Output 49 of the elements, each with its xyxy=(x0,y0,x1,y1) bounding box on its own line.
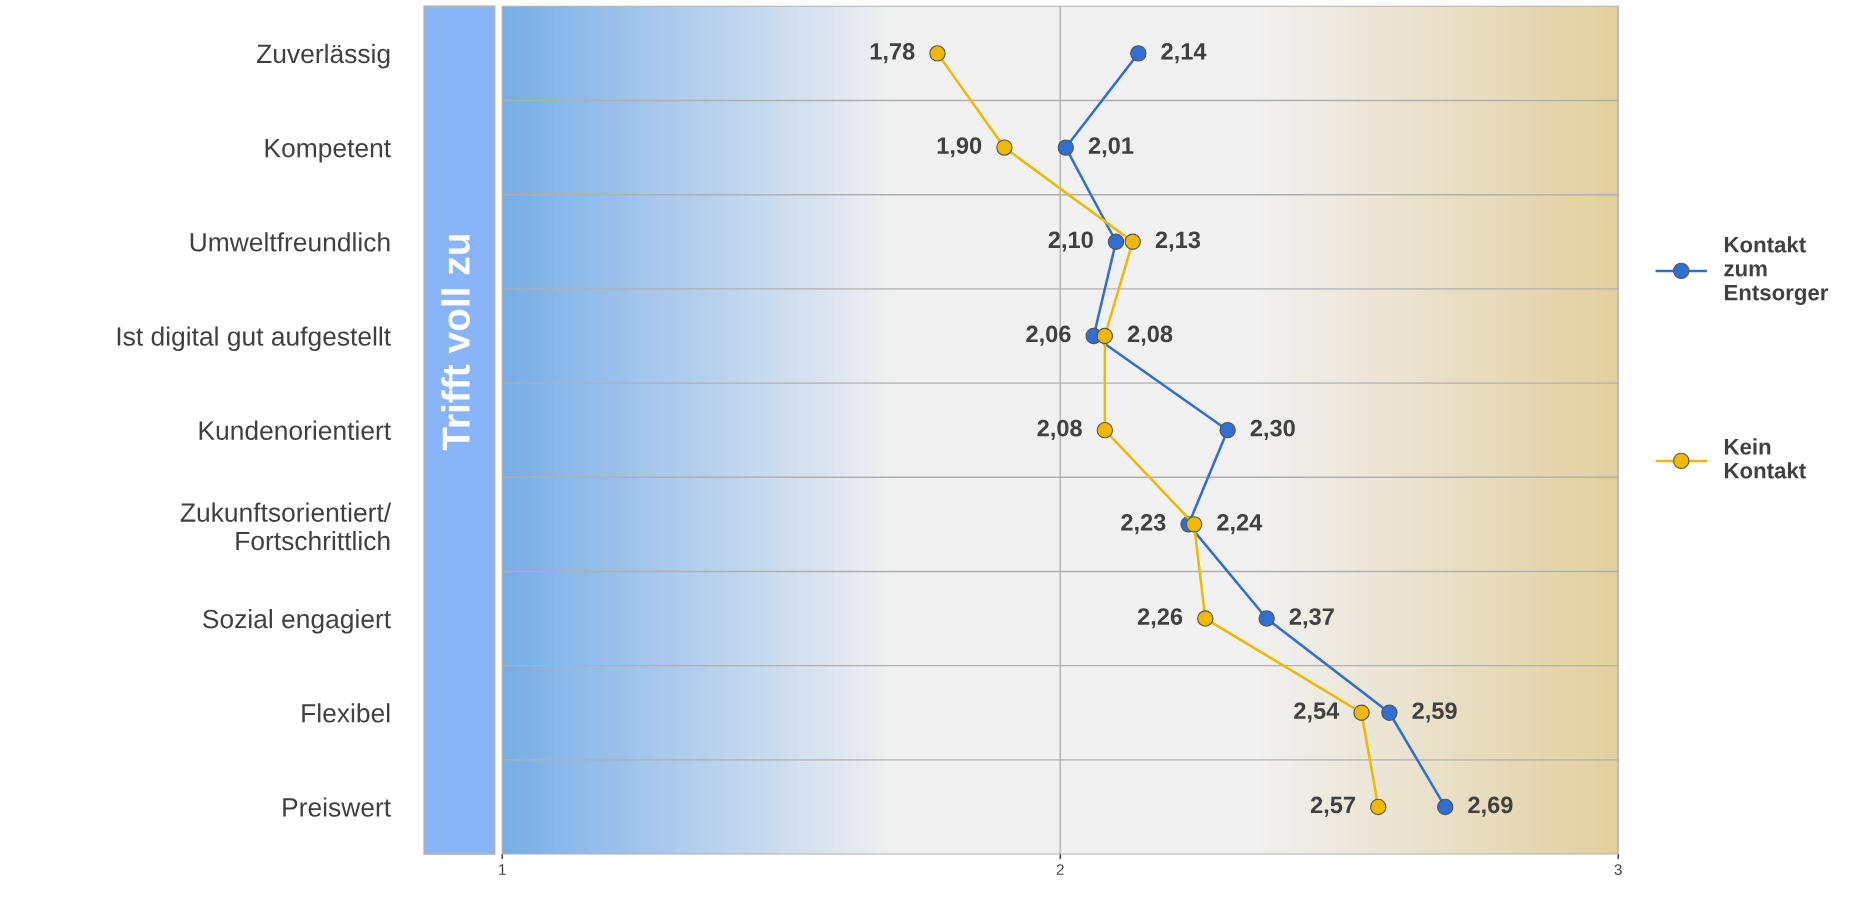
x-tick-label: 3 xyxy=(1614,864,1622,875)
point xyxy=(996,139,1013,156)
y-tick-label: Kompetent xyxy=(265,138,391,163)
data-label: 1,78 xyxy=(870,43,915,64)
y-tick-label: Kundenorientiert xyxy=(199,420,391,440)
y-tick-label: Preiswert xyxy=(283,797,391,817)
point xyxy=(929,45,946,62)
y-tick-label: Zuverlässig xyxy=(257,43,390,69)
data-label: 2,01 xyxy=(1088,137,1134,158)
data-label: 2,37 xyxy=(1289,608,1334,629)
point xyxy=(1107,233,1125,250)
y-tick-label: Sozial engagiert xyxy=(203,609,391,634)
point xyxy=(1219,421,1236,439)
data-label: 2,30 xyxy=(1250,419,1295,440)
data-label: 2,14 xyxy=(1161,43,1207,64)
point xyxy=(1370,798,1387,816)
point xyxy=(1185,516,1203,533)
data-label: 2,69 xyxy=(1468,796,1513,817)
point xyxy=(1353,704,1370,721)
data-label: 2,57 xyxy=(1310,796,1355,817)
x-tick-label: 1 xyxy=(499,864,506,875)
text: Trifft voll zu xyxy=(441,235,470,451)
y-tick-label: Zukunftsorientiert/ Fortschrittlich xyxy=(180,502,392,551)
data-label: 2,26 xyxy=(1137,608,1183,629)
data-label: 2,59 xyxy=(1412,702,1457,723)
data-label: 2,08 xyxy=(1127,325,1173,346)
data-label: 2,06 xyxy=(1026,325,1071,346)
point xyxy=(1258,610,1275,627)
legend-label: Kontakt zum Entsorger xyxy=(1724,236,1829,305)
data-label: 2,23 xyxy=(1121,513,1166,535)
point xyxy=(1057,139,1074,156)
x-tick-label: 2 xyxy=(1056,864,1064,875)
y-tick-label: Flexibel xyxy=(302,703,390,723)
point xyxy=(1096,327,1114,345)
data-label: 2,24 xyxy=(1217,513,1263,535)
data-label: 2,54 xyxy=(1294,702,1340,723)
y-tick-label: Umweltfreundlich xyxy=(190,232,390,252)
data-label: 1,90 xyxy=(937,137,982,158)
point xyxy=(1437,798,1454,816)
y-tick-label: Ist digital gut aufgestellt xyxy=(117,326,391,352)
data-label: 2,10 xyxy=(1048,231,1093,252)
point xyxy=(1197,610,1214,627)
data-label: 2,08 xyxy=(1037,419,1082,440)
point xyxy=(1096,421,1114,439)
point xyxy=(1381,704,1398,721)
data-label: 2,13 xyxy=(1155,231,1201,252)
point xyxy=(1124,233,1141,250)
legend-label: Kein Kontakt xyxy=(1724,438,1806,479)
point xyxy=(1130,45,1147,62)
